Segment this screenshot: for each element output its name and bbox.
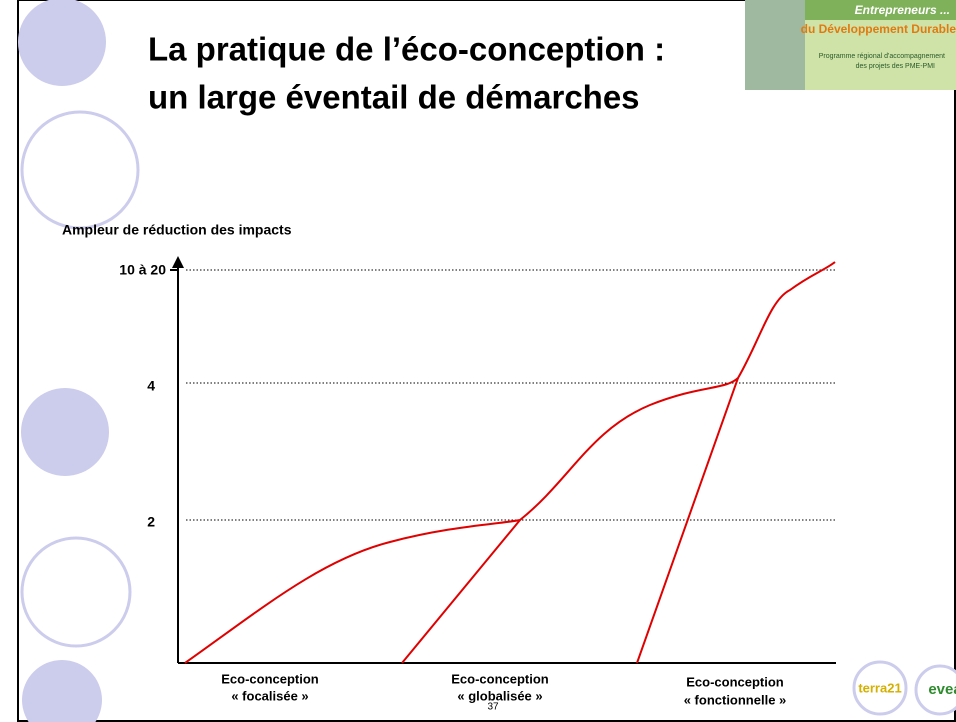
page-number: 37 <box>487 702 499 713</box>
level-label: 4 <box>147 378 155 394</box>
logo-bottom: terra21 evea <box>852 660 956 716</box>
level-label: 10 à 20 <box>119 262 166 278</box>
approach-label: « globalisée » <box>457 688 542 703</box>
decor-circle <box>18 0 106 86</box>
logo-image <box>745 0 805 90</box>
logo-text: evea <box>928 681 956 698</box>
logo-band <box>805 0 956 20</box>
logo-text: Programme régional d'accompagnement <box>819 53 945 60</box>
approach-label: « fonctionnelle » <box>684 692 787 707</box>
approach-label: Eco-conception <box>686 674 784 689</box>
approach-label: Eco-conception <box>451 671 549 686</box>
logo-top: Entrepreneurs ... du Développement Durab… <box>745 0 956 90</box>
slide-frame <box>17 0 956 722</box>
axis-arrow <box>172 256 184 268</box>
curve <box>636 377 739 664</box>
logo-text: du Développement Durable <box>801 22 956 36</box>
level-label: 2 <box>147 514 155 530</box>
title: un large éventail de démarches <box>148 79 640 116</box>
approach-label: Eco-conception <box>221 671 319 686</box>
decor-circles <box>18 0 140 722</box>
decor-circle <box>20 536 132 648</box>
decor-circle <box>21 388 109 476</box>
logo-text: terra21 <box>858 680 901 695</box>
chart-area: 10 à 20 4 2 <box>119 256 836 664</box>
logo-circle <box>914 664 956 716</box>
logo-text: des projets des PME-PMI <box>856 63 935 70</box>
curve <box>401 519 521 664</box>
approach-labels: Eco-conception « focalisée » Eco-concept… <box>221 671 786 707</box>
axis-title: Ampleur de réduction des impacts <box>62 222 292 238</box>
logo-circle <box>852 660 908 716</box>
logo-text: Entrepreneurs ... <box>855 3 950 17</box>
approach-label: « focalisée » <box>231 688 308 703</box>
title: La pratique de l’éco-conception : <box>148 31 665 68</box>
curve <box>184 261 836 664</box>
decor-circle <box>22 660 102 722</box>
decor-circle <box>20 110 140 230</box>
